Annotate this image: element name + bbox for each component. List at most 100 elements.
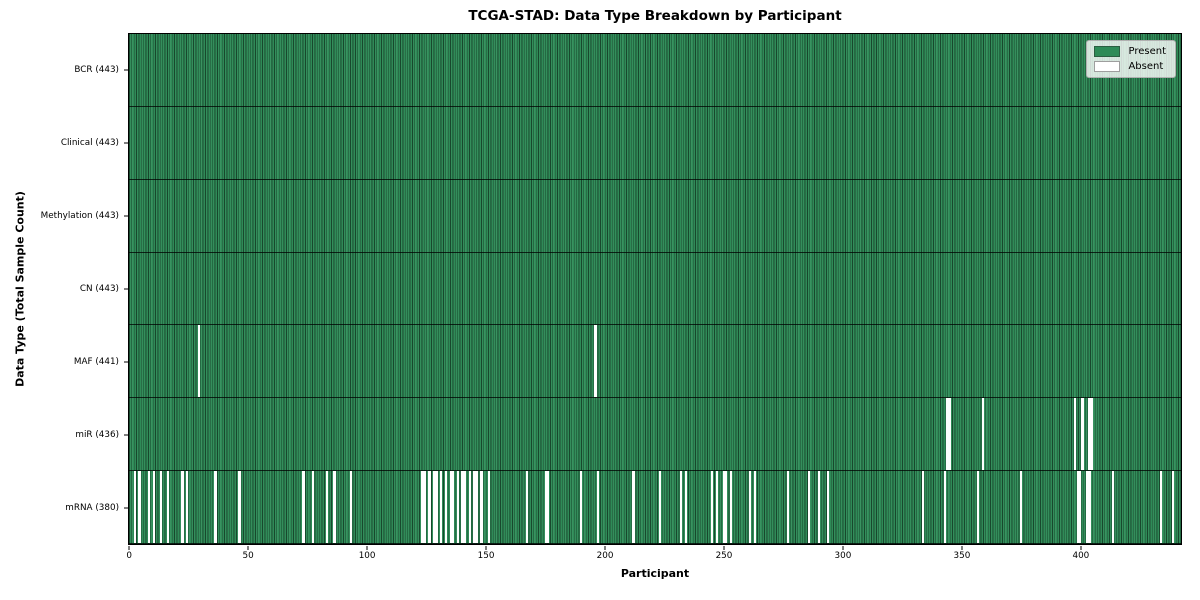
absent-stripe [725,471,728,544]
absent-stripe [449,471,452,544]
legend-item-present: Present [1094,46,1166,57]
absent-stripe [948,398,951,471]
absent-stripe [546,471,550,544]
x-tick-label: 50 [242,551,254,561]
absent-stripe [710,471,714,544]
absent-stripe [1078,471,1082,544]
legend-label: Absent [1128,61,1164,72]
x-tick-mark [961,546,963,550]
x-tick-mark [366,546,368,550]
row-bcr [129,34,1181,107]
y-tick-mark [124,361,128,363]
y-tick-label: CN (443) [79,284,119,294]
absent-stripe [423,471,426,544]
x-tick-mark [247,546,249,550]
legend-swatch-absent [1094,61,1121,72]
row-maf [129,325,1181,399]
legend-label: Present [1128,46,1166,57]
absent-stripe [181,471,184,544]
absent-stripe [684,471,687,544]
absent-stripe [428,471,431,544]
absent-stripe [302,471,305,544]
absent-stripe [468,471,471,544]
x-tick-mark [842,546,844,550]
y-tick-mark [124,142,128,144]
x-tick-label: 100 [358,551,376,561]
x-tick-label: 150 [477,551,495,561]
absent-stripe [748,471,752,544]
absent-stripe [632,471,635,544]
plot-area: Present Absent [128,33,1182,545]
legend-item-absent: Absent [1094,61,1166,72]
absent-stripe [1088,398,1091,471]
absent-stripe [444,471,448,544]
absent-stripe [827,471,830,544]
absent-stripe [473,471,476,544]
absent-stripe [786,471,790,544]
x-axis-title: Participant [620,567,690,580]
legend-swatch-present [1094,46,1121,57]
absent-stripe [808,471,811,544]
absent-stripe [463,471,467,544]
absent-stripe [945,398,949,471]
absent-stripe [1112,471,1115,544]
absent-stripe [679,471,683,544]
absent-stripe [461,471,464,544]
absent-stripe [1171,471,1174,544]
absent-stripe [753,471,756,544]
absent-stripe [596,471,600,544]
absent-stripe [544,471,547,544]
absent-stripe [722,471,725,544]
absent-stripe [138,471,141,544]
absent-stripe [147,471,151,544]
x-tick-mark [485,546,487,550]
y-tick-mark [124,215,128,217]
absent-stripe [333,471,336,544]
x-axis-tick-labels: 0 50 100 150 200 250 300 350 400 [126,546,1182,566]
absent-stripe [214,471,217,544]
absent-stripe [943,471,946,544]
y-axis-tick-labels: BCR (443) Clinical (443) Methylation (443)… [0,33,128,545]
absent-stripe [456,471,459,544]
y-tick-mark [124,69,128,71]
absent-stripe [349,471,353,544]
absent-stripe [487,471,490,544]
absent-stripe [1090,398,1094,471]
x-tick-label: 300 [834,551,852,561]
absent-stripe [435,471,438,544]
y-tick-label: Methylation (443) [40,210,119,221]
absent-stripe [594,325,597,398]
y-tick-label: MAF (441) [73,357,119,368]
absent-stripe [185,471,189,544]
absent-stripe [432,471,436,544]
absent-stripe [1088,471,1091,544]
absent-stripe [715,471,718,544]
y-tick-mark [124,507,128,509]
absent-stripe [729,471,733,544]
x-tick-label: 350 [953,551,971,561]
absent-stripe [1076,471,1079,544]
absent-stripe [166,471,170,544]
absent-stripe [238,471,241,544]
row-cn [129,252,1181,326]
x-tick-label: 250 [715,551,733,561]
x-tick-mark [604,546,606,550]
y-tick-label: BCR (443) [74,64,119,75]
absent-stripe [440,471,443,544]
row-mir [129,398,1181,472]
x-tick-mark [128,546,130,550]
y-tick-mark [124,288,128,290]
y-tick-mark [124,434,128,436]
x-tick-label: 0 [126,551,132,561]
absent-stripe [525,471,528,544]
absent-stripe [133,471,137,544]
legend: Present Absent [1086,40,1176,78]
y-tick-label: miR (436) [75,430,119,441]
absent-stripe [1081,398,1084,471]
y-tick-label: mRNA (380) [65,503,119,514]
row-mrna [129,471,1181,545]
absent-stripe [817,471,820,544]
chart-title: TCGA-STAD: Data Type Breakdown by Partic… [468,8,842,24]
absent-stripe [1074,398,1077,471]
absent-stripe [152,471,156,544]
